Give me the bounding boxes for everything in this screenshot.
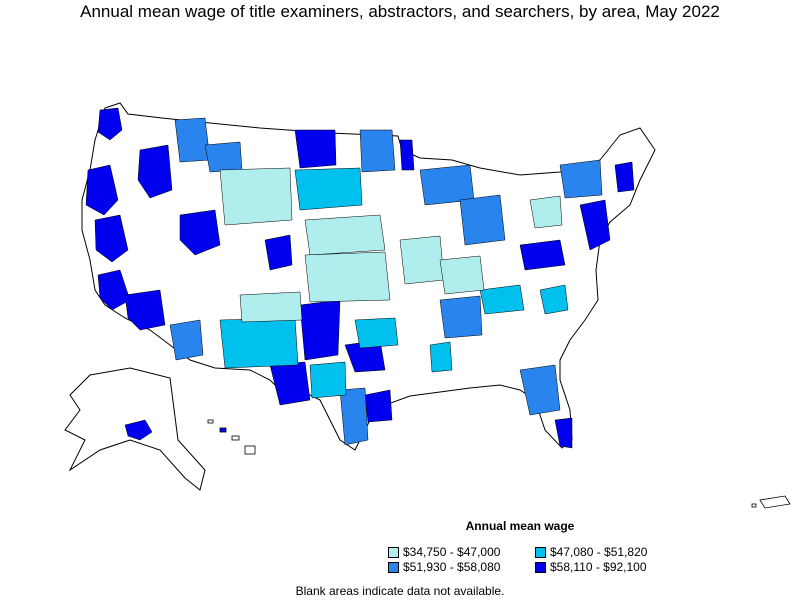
- legend-label-4: $58,110 - $92,100: [550, 560, 647, 574]
- legend-item-3: $51,930 - $58,080: [388, 560, 500, 574]
- legend-swatch-1: [388, 546, 399, 558]
- legend-label-2: $47,080 - $51,820: [550, 545, 648, 559]
- legend-title: Annual mean wage: [465, 519, 575, 533]
- legend-item-1: $34,750 - $47,000: [388, 545, 500, 559]
- legend-swatch-4: [535, 561, 546, 573]
- hawaii-islands: [207, 419, 256, 455]
- legend-swatch-3: [388, 561, 399, 573]
- map-title: Annual mean wage of title examiners, abs…: [80, 2, 720, 21]
- legend-swatch-2: [535, 546, 546, 558]
- legend-label-1: $34,750 - $47,000: [403, 545, 501, 559]
- footnote: Blank areas indicate data not available.: [295, 584, 505, 598]
- wage-areas: [85, 107, 635, 449]
- alaska-region: [124, 419, 153, 441]
- legend-item-2: $47,080 - $51,820: [535, 545, 647, 559]
- legend-item-4: $58,110 - $92,100: [535, 560, 647, 574]
- puerto-rico: [751, 495, 791, 509]
- legend-label-3: $51,930 - $58,080: [403, 560, 501, 574]
